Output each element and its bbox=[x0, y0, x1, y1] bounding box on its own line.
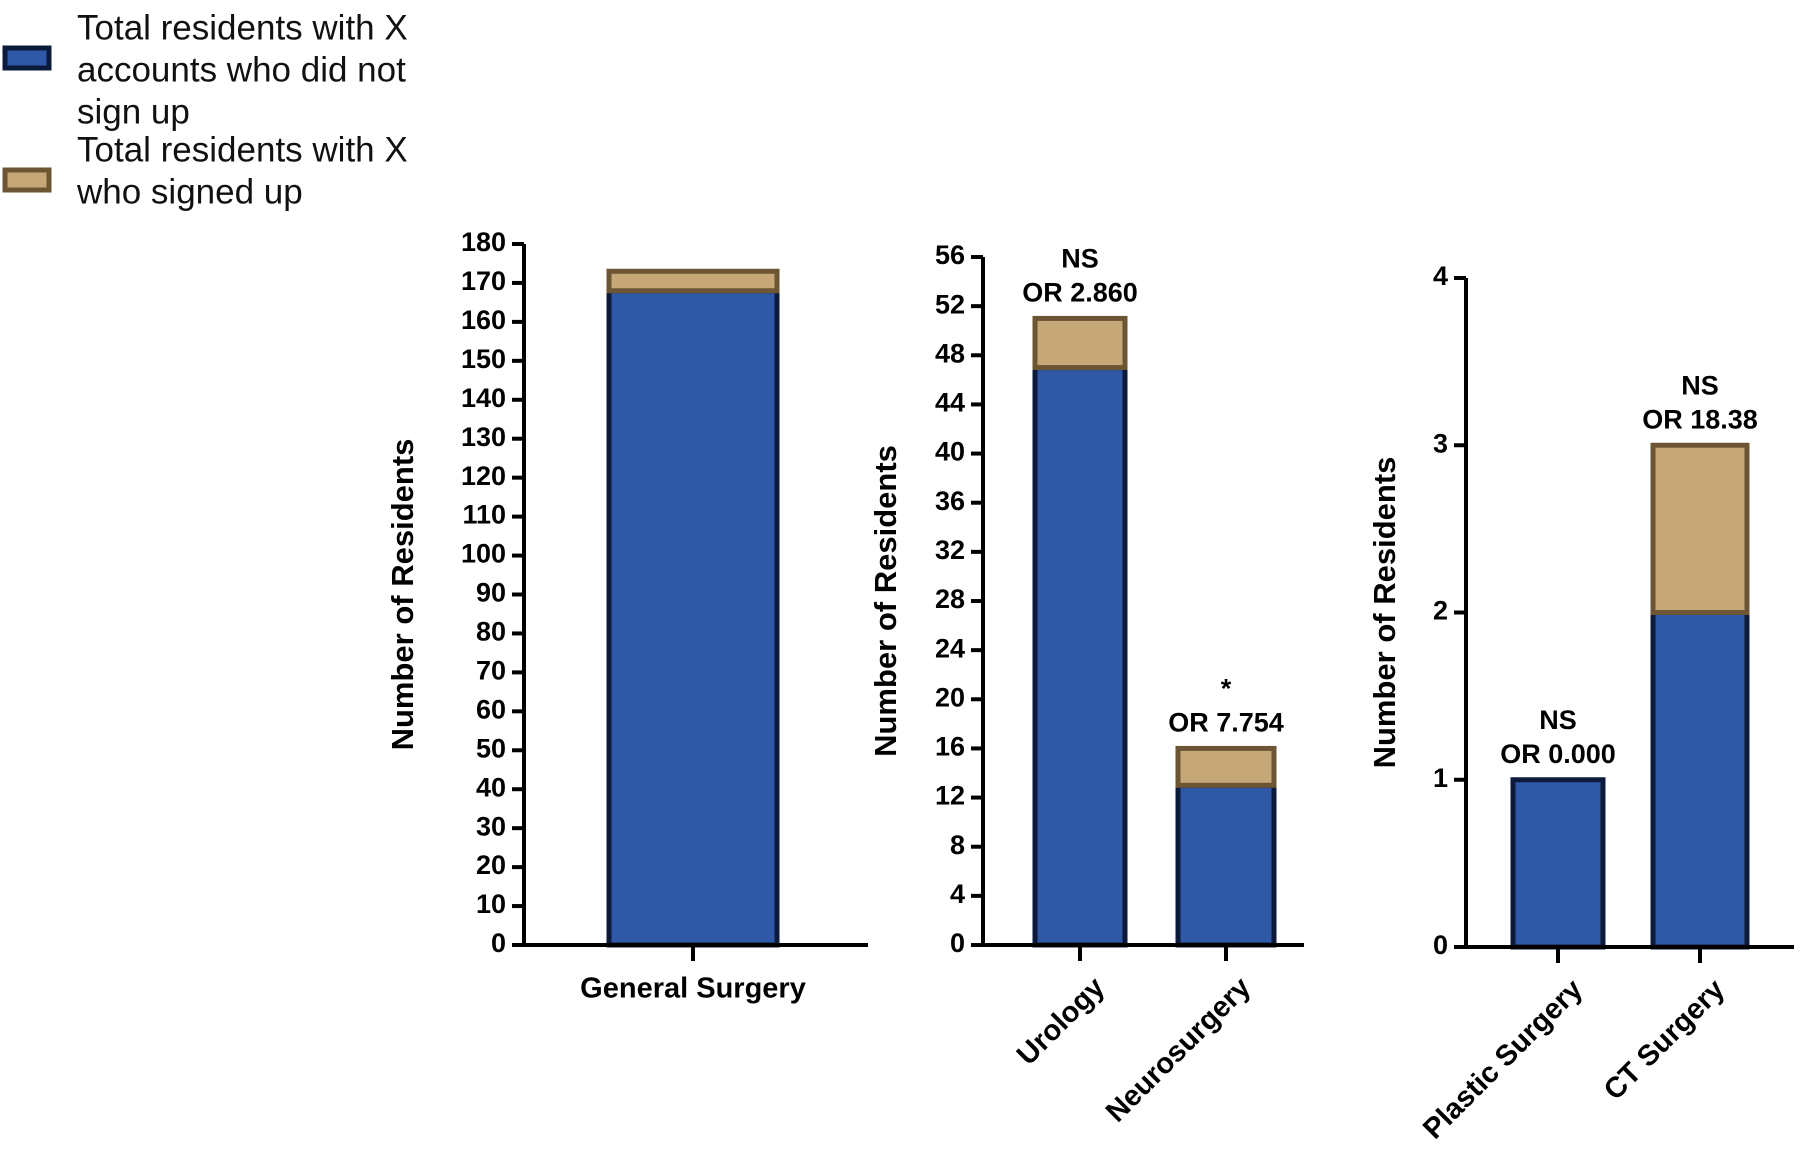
bar-segment-not-signed-general-surgery bbox=[606, 288, 780, 948]
y-tick-label: 48 bbox=[935, 338, 965, 368]
x-category-label: Plastic Surgery bbox=[1417, 973, 1589, 1145]
panel-plastic-ct-surgery: Number of Residents 0 1 2 3 4 Plastic Surgery N… bbox=[1367, 261, 1794, 1145]
bar-segment-not-signed-neurosurgery bbox=[1175, 782, 1277, 948]
significance-label: NS bbox=[1539, 705, 1577, 735]
legend-label-not-signed: Total residents with X bbox=[77, 8, 408, 47]
y-tick-label: 10 bbox=[476, 889, 506, 919]
y-tick-label: 0 bbox=[1433, 930, 1448, 960]
y-tick-label: 16 bbox=[935, 732, 965, 762]
y-tick-label: 12 bbox=[935, 781, 965, 811]
y-tick-label: 1 bbox=[1433, 763, 1448, 793]
y-tick-label: 160 bbox=[461, 305, 506, 335]
bar-segment-signed-general-surgery bbox=[606, 268, 780, 294]
y-tick-label: 32 bbox=[935, 535, 965, 565]
y-tick-label: 150 bbox=[461, 344, 506, 374]
y-tick-label: 0 bbox=[950, 928, 965, 958]
y-tick-label: 70 bbox=[476, 656, 506, 686]
panel-general-surgery: Number of Residents 0 10 20 30 40 50 60 70 80 90 10… bbox=[385, 227, 868, 1005]
significance-label: * bbox=[1221, 674, 1232, 704]
y-tick-label: 20 bbox=[476, 850, 506, 880]
y-tick-label: 60 bbox=[476, 694, 506, 724]
bar-segment-not-signed-plastic-surgery bbox=[1510, 777, 1606, 950]
y-tick-label: 80 bbox=[476, 617, 506, 647]
bar-segment-signed-ct-surgery bbox=[1650, 442, 1750, 615]
y-tick-label: 90 bbox=[476, 578, 506, 608]
legend-label-signed: Total residents with X bbox=[77, 130, 408, 169]
legend-label-signed: who signed up bbox=[76, 172, 303, 211]
y-tick-label: 100 bbox=[461, 539, 506, 569]
bar-segment-signed-neurosurgery bbox=[1175, 745, 1277, 788]
y-tick-label: 120 bbox=[461, 461, 506, 491]
y-tick-label: 110 bbox=[462, 500, 506, 530]
legend-label-not-signed: sign up bbox=[77, 92, 190, 131]
y-tick-label: 8 bbox=[950, 830, 965, 860]
y-tick-label: 24 bbox=[935, 633, 965, 663]
y-tick-label: 130 bbox=[461, 422, 506, 452]
y-tick-label: 2 bbox=[1433, 596, 1448, 626]
y-tick-label: 36 bbox=[935, 486, 965, 516]
odds-ratio-label: OR 0.000 bbox=[1500, 739, 1616, 769]
odds-ratio-label: OR 7.754 bbox=[1168, 708, 1284, 738]
bar-segment-signed-urology bbox=[1032, 315, 1128, 371]
y-tick-label: 28 bbox=[935, 584, 965, 614]
bar-segment-not-signed-urology bbox=[1032, 365, 1128, 948]
y-tick-label: 170 bbox=[461, 266, 506, 296]
panel-urology-neurosurgery: Number of Residents048121620242832364044… bbox=[868, 240, 1304, 1129]
y-tick-label: 4 bbox=[1433, 261, 1448, 291]
y-tick-label: 52 bbox=[935, 289, 965, 319]
y-tick-label: 0 bbox=[491, 928, 506, 958]
x-category-label: CT Surgery bbox=[1598, 973, 1731, 1106]
x-category-label: Neurosurgery bbox=[1100, 971, 1257, 1128]
y-tick-label: 50 bbox=[476, 733, 506, 763]
bar-segment-not-signed-ct-surgery bbox=[1650, 610, 1750, 950]
y-axis-label: Number of Residents bbox=[1367, 457, 1402, 769]
legend-swatch-signed bbox=[2, 167, 52, 193]
y-axis-label: Number of Residents bbox=[868, 445, 903, 757]
y-tick-label: 30 bbox=[476, 811, 506, 841]
y-tick-label: 180 bbox=[461, 227, 506, 257]
y-tick-label: 56 bbox=[935, 240, 965, 270]
legend-label-not-signed: accounts who did not bbox=[77, 50, 406, 89]
x-category-label: Urology bbox=[1011, 971, 1111, 1071]
y-tick-label: 4 bbox=[950, 879, 965, 909]
legend-swatch-not-signed bbox=[2, 45, 52, 71]
significance-label: NS bbox=[1681, 370, 1719, 400]
y-tick-label: 40 bbox=[476, 772, 506, 802]
odds-ratio-label: OR 18.38 bbox=[1642, 404, 1758, 434]
y-tick-label: 40 bbox=[935, 437, 965, 467]
significance-label: NS bbox=[1061, 244, 1099, 274]
x-category-label: General Surgery bbox=[580, 973, 806, 1005]
y-tick-label: 3 bbox=[1433, 428, 1448, 458]
y-tick-label: 44 bbox=[935, 388, 965, 418]
y-tick-label: 140 bbox=[461, 383, 506, 413]
odds-ratio-label: OR 2.860 bbox=[1022, 278, 1138, 308]
y-axis-label: Number of Residents bbox=[385, 439, 420, 751]
y-tick-label: 20 bbox=[935, 682, 965, 712]
